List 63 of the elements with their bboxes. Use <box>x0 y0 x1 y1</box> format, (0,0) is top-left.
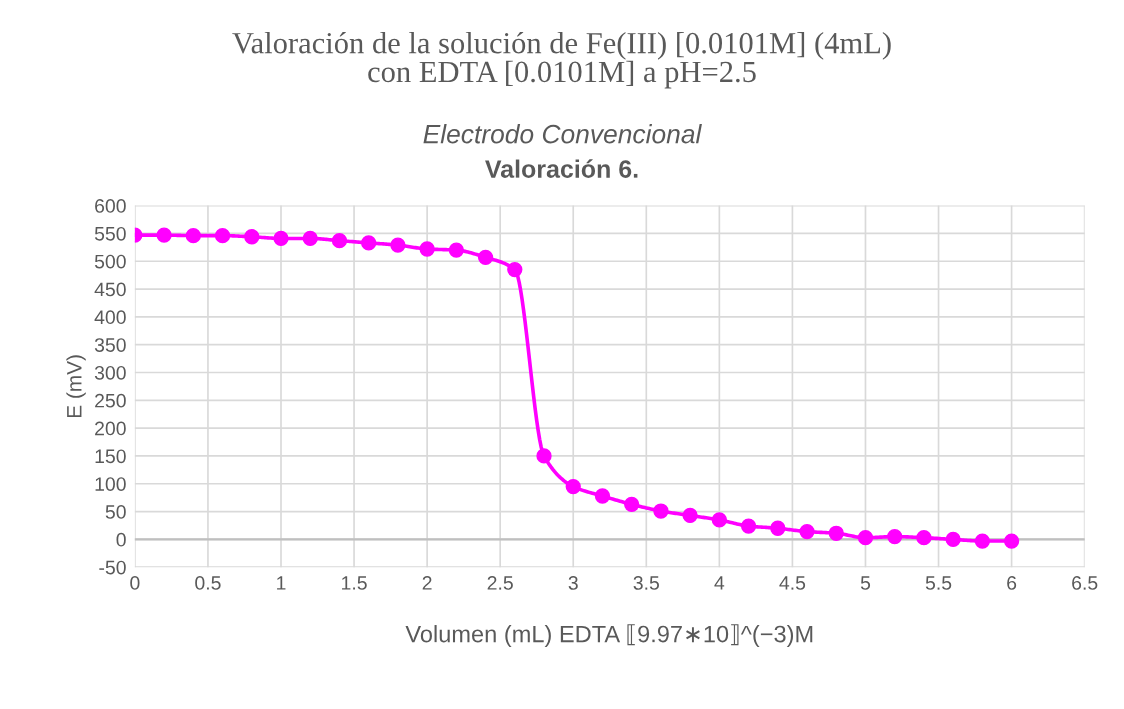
point <box>565 478 581 495</box>
point <box>361 235 377 251</box>
x-tick-label: 5 <box>860 576 871 590</box>
point <box>448 242 464 258</box>
y-tick-label: 50 <box>105 505 126 519</box>
point <box>916 530 932 546</box>
point <box>214 228 231 244</box>
x-tick-label: 3.5 <box>633 576 659 590</box>
y-tick-label: 100 <box>95 477 126 491</box>
point <box>185 228 201 244</box>
y-tick-label: 150 <box>95 449 126 464</box>
x-tick-label: 3 <box>568 576 578 590</box>
y-tick-label: 400 <box>94 310 126 325</box>
x-tick-label: 4.5 <box>779 576 806 590</box>
point <box>156 227 172 243</box>
point <box>740 518 757 534</box>
point <box>1003 533 1020 549</box>
point <box>770 520 786 536</box>
y-axis-title: E (mV) <box>66 355 86 418</box>
x-tick-label: 1.5 <box>342 576 367 590</box>
y-tick-label: -50 <box>99 560 126 575</box>
point <box>857 530 874 546</box>
x-tick-label: 5.5 <box>925 576 952 590</box>
chart-title: Valoración de la solución de Fe(III) [0.0101M] (4mL) con EDTA [0.0101M] a pH=2.5 <box>232 31 891 89</box>
y-tick-label: 200 <box>95 421 126 436</box>
x-tick-label: 4 <box>714 576 725 590</box>
point <box>419 241 435 257</box>
y-tick-label: 600 <box>95 199 126 213</box>
y-tick-label: 300 <box>94 365 126 380</box>
point <box>682 507 698 524</box>
y-tick-label: 250 <box>95 393 126 408</box>
x-tick-label: 6.5 <box>1072 576 1098 590</box>
point <box>390 237 406 253</box>
point <box>624 496 640 512</box>
text: Valoración 6. <box>485 159 638 178</box>
point <box>244 229 260 245</box>
point <box>507 261 523 278</box>
x-tick-label: 6 <box>1007 576 1017 590</box>
x-axis-title: Volumen (mL) EDTA ⟦9.97∗10⟧^(−3)M <box>405 624 813 648</box>
point <box>653 503 669 519</box>
point <box>477 249 494 265</box>
y-tick-label: 350 <box>94 338 126 352</box>
point <box>273 230 289 247</box>
point <box>536 448 552 464</box>
point <box>594 488 611 504</box>
point <box>887 528 903 545</box>
y-tick-label: 0 <box>116 532 126 547</box>
y-tick-label: 550 <box>94 226 126 241</box>
point <box>945 531 961 548</box>
point <box>711 512 727 528</box>
x-tick-label: 2 <box>422 576 432 590</box>
point <box>828 525 844 541</box>
point <box>974 533 991 549</box>
x-tick-label: 2.5 <box>487 576 513 590</box>
x-tick-label: 0.5 <box>195 576 221 590</box>
x-tick-label: 1 <box>277 576 286 590</box>
point <box>302 230 318 247</box>
chart-subtitle: Electrodo Convencional <box>423 124 702 144</box>
point <box>331 233 348 249</box>
y-tick-label: 450 <box>94 282 126 297</box>
x-tick-label: 0 <box>130 576 140 590</box>
point <box>799 523 815 540</box>
y-tick-label: 500 <box>94 254 126 269</box>
